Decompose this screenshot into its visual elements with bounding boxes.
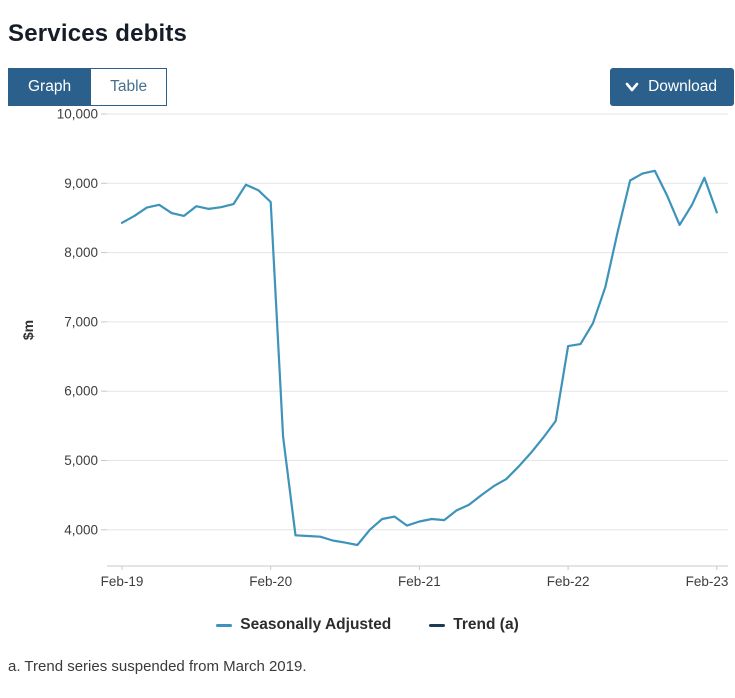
y-tick-label: 10,000: [57, 107, 98, 122]
x-tick-label: Feb-19: [101, 574, 144, 589]
chevron-down-icon: [625, 82, 639, 92]
legend-item-seasonally-adjusted[interactable]: Seasonally Adjusted: [216, 616, 391, 634]
tab-table[interactable]: Table: [91, 68, 168, 106]
trend-swatch-icon: [429, 623, 446, 627]
x-tick-label: Feb-23: [686, 574, 729, 589]
footnote: a. Trend series suspended from March 201…: [8, 658, 307, 675]
line-chart: 10,000 9,000 8,000 7,000 6,000 5,000 4,000 Feb-…: [57, 107, 729, 590]
y-tick-label: 6,000: [64, 384, 98, 399]
view-tabgroup: Graph Table: [8, 68, 168, 106]
y-tick-label: 7,000: [64, 314, 98, 329]
x-tick-label: Feb-21: [398, 574, 441, 589]
x-tick-label: Feb-22: [547, 574, 590, 589]
legend-item-trend[interactable]: Trend (a): [429, 616, 519, 634]
y-tick-label: 4,000: [64, 522, 98, 537]
chart-legend: Seasonally Adjusted Trend (a): [0, 616, 735, 634]
y-axis-title: $m: [20, 319, 37, 341]
download-button[interactable]: Download: [610, 68, 734, 106]
legend-label: Trend (a): [453, 616, 519, 633]
y-tick-label: 9,000: [64, 176, 98, 191]
tab-graph[interactable]: Graph: [8, 68, 92, 106]
y-tick-label: 8,000: [64, 245, 98, 260]
page-title: Services debits: [8, 20, 188, 48]
series-line-seasonally-adjusted: [120, 169, 718, 547]
y-tick-label: 5,000: [64, 453, 98, 468]
seasonally-adjusted-swatch-icon: [216, 623, 233, 627]
download-label: Download: [648, 78, 717, 95]
legend-label: Seasonally Adjusted: [240, 616, 392, 633]
x-tick-label: Feb-20: [249, 574, 292, 589]
